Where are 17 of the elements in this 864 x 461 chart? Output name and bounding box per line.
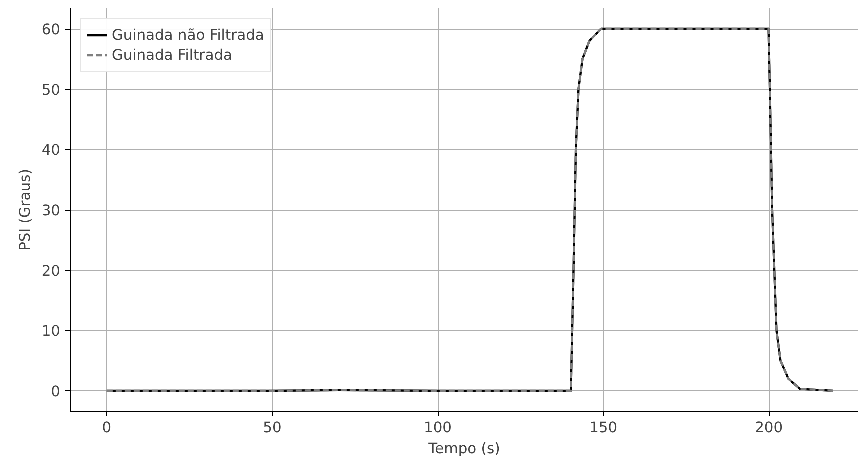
y-tick-label: 60: [42, 22, 61, 39]
x-axis-title: Tempo (s): [428, 440, 500, 458]
y-tick-label: 30: [42, 202, 61, 220]
x-tick-label: 0: [102, 420, 112, 436]
y-tick-label: 50: [42, 82, 61, 99]
line-series: [106, 28, 834, 392]
x-tick-label: 200: [755, 420, 784, 436]
y-tick-label: 20: [42, 262, 61, 280]
y-tick-label: 0: [51, 383, 61, 400]
x-tick-label: 150: [590, 420, 618, 436]
y-tick-label: 10: [42, 323, 61, 340]
x-tick-label: 50: [263, 420, 282, 436]
legend-label: Guinada não Filtrada: [112, 26, 264, 44]
x-tick-label: 100: [424, 420, 452, 436]
legend-label: Guinada Filtrada: [112, 46, 232, 64]
y-tick-label: 40: [42, 142, 61, 160]
y-axis-title: PSI (Graus): [16, 169, 34, 251]
